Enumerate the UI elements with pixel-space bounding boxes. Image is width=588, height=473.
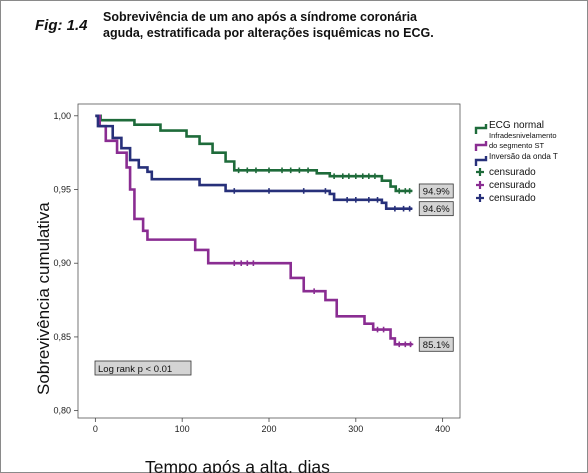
y-tick-label-3: 0,95 [53,185,71,195]
end-label-box-t-wave-inversion [418,201,454,217]
axes: 0 100 200 300 400 0,80 0,85 0,90 0,95 1,00 [53,111,450,434]
legend-label-t-wave-inversion: Inversão da onda T [489,152,558,161]
legend-label-st-depression-line-2: do segmento ST [489,141,544,150]
censor-mark-st-depression-2 [244,260,251,267]
censor-mark-ecg-normal-12 [359,173,366,180]
y-tick-label-2: 0,90 [53,258,71,268]
censor-mark-t-wave-inversion-3 [322,188,329,194]
x-tick-label-300: 300 [348,424,363,434]
censor-mark-st-depression-5 [374,326,381,333]
figure-label: Fig: 1.4 [35,17,88,34]
censor-mark-st-depression-6 [380,326,387,333]
log-rank-box: Log rank p < 0.01 [94,360,192,376]
x-axis-title: Tempo após a alta, dias [145,457,330,473]
legend-line-t-wave-inversion [474,156,488,166]
censor-mark-ecg-normal-9 [339,173,346,180]
censor-mark-st-depression-0 [231,260,238,267]
x-tick-label-400: 400 [435,424,450,434]
end-label-text-t-wave-inversion: 94.6% [423,204,450,215]
censor-mark-ecg-normal-8 [331,173,337,180]
figure-title-line-1: Sobrevivência de um ano após a síndrome … [103,10,417,24]
censor-mark-t-wave-inversion-4 [344,197,350,203]
legend-label-st-depression-line-1: Infradesnivelamento [489,131,557,140]
end-label-text-ecg-normal: 94.9% [423,186,450,197]
legend-censor-ecg-normal [476,168,484,176]
end-label-text-st-depression: 85.1% [423,340,450,351]
legend-label-ecg-normal: ECG normal [489,120,544,131]
censor-mark-st-depression-3 [250,260,257,267]
end-label-ecg-normal: 94.9% [418,183,454,199]
legend-censor-st-depression [476,181,484,189]
figure-title: Sobrevivência de um ano após a síndrome … [103,9,543,41]
censor-mark-ecg-normal-4 [279,167,285,174]
censor-mark-t-wave-inversion-2 [300,188,307,194]
end-label-t-wave-inversion: 94.6% [418,201,454,217]
legend-censor-label-t-wave-inversion: censurado [489,193,536,204]
x-tick-label-200: 200 [261,424,276,434]
x-tick-label-100: 100 [175,424,190,434]
censor-mark-ecg-normal-15 [396,188,403,194]
censor-mark-ecg-normal-6 [296,167,303,174]
y-tick-label-4: 1,00 [53,111,71,121]
series-line-st-depression [95,114,413,346]
censor-mark-ecg-normal-11 [353,173,359,180]
censor-mark-t-wave-inversion-0 [231,188,238,194]
censor-mark-t-wave-inversion-5 [353,197,359,203]
censor-mark-st-depression-8 [402,341,409,348]
figure-title-line-2: aguda, estratificada por alterações isqu… [103,26,434,40]
censor-mark-ecg-normal-1 [244,167,251,174]
censor-mark-st-depression-7 [396,341,403,348]
censor-mark-st-depression-1 [238,260,245,267]
end-label-st-depression: 85.1% [418,336,454,352]
censor-mark-st-depression-9 [407,341,414,348]
series-line-ecg-normal [95,114,413,193]
series-layer [95,114,414,348]
legend-line-st-depression [474,141,488,151]
censor-mark-st-depression-4 [311,288,317,295]
censor-mark-t-wave-inversion-7 [374,197,381,203]
censor-mark-t-wave-inversion-8 [392,205,398,212]
censor-mark-t-wave-inversion-9 [400,205,407,212]
censor-mark-ecg-normal-3 [266,167,272,174]
y-tick-label-1: 0,85 [53,332,71,342]
legend-censor-label-st-depression: censurado [489,180,536,191]
legend-line-ecg-normal [474,124,488,134]
end-label-box-ecg-normal [418,183,454,199]
censor-mark-ecg-normal-10 [346,173,352,180]
x-tick-label-0: 0 [93,424,98,434]
y-axis-title: Sobrevivência cumulativa [34,202,53,395]
legend-censor-label-ecg-normal: censurado [489,167,536,178]
y-tick-label-0: 0,80 [53,406,71,416]
end-label-box-st-depression [418,336,454,352]
censor-mark-ecg-normal-13 [366,173,372,180]
censor-mark-ecg-normal-7 [305,167,311,174]
end-labels: 94.9% 85.1% 94.6% [418,183,454,352]
log-rank-text: Log rank p < 0.01 [98,364,172,375]
censor-mark-ecg-normal-14 [372,173,378,180]
censor-mark-ecg-normal-0 [235,167,242,174]
censor-mark-ecg-normal-17 [406,188,413,194]
censor-mark-t-wave-inversion-10 [406,205,413,212]
censor-mark-t-wave-inversion-6 [366,197,372,203]
legend-censor-t-wave-inversion [476,194,484,202]
censor-mark-ecg-normal-2 [253,167,259,174]
censor-mark-t-wave-inversion-1 [266,188,272,194]
censor-mark-ecg-normal-5 [287,167,294,174]
